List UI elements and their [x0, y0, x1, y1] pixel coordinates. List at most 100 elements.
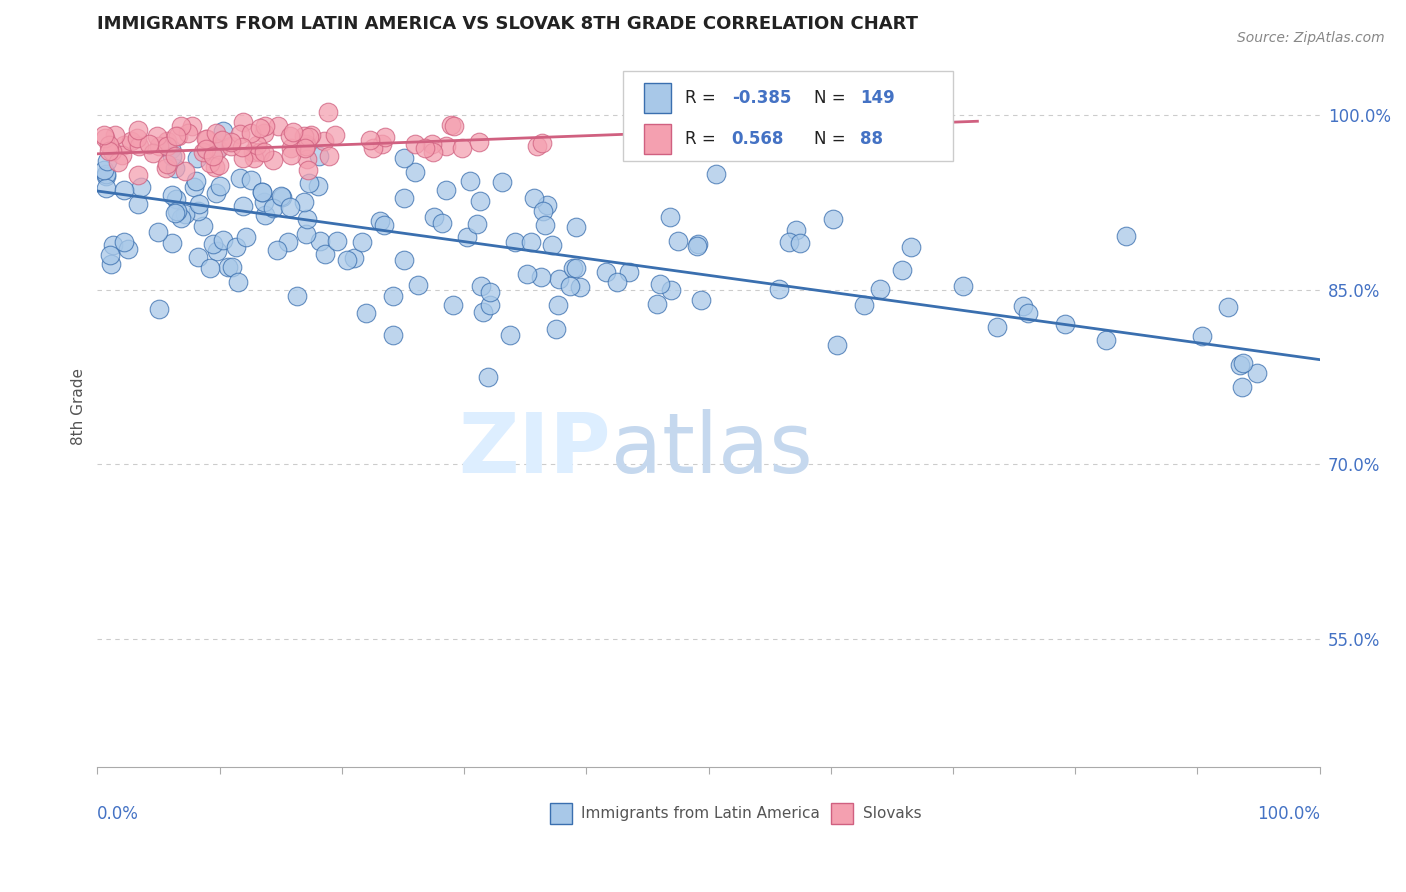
Point: [325, 234, 347, 248]
Point: [853, 298, 876, 312]
Point: [606, 275, 628, 289]
Point: [165, 192, 187, 206]
Point: [155, 161, 177, 176]
Point: [254, 119, 277, 133]
Point: [125, 131, 148, 145]
Point: [127, 123, 149, 137]
Point: [1191, 329, 1213, 343]
Point: [294, 141, 316, 155]
Point: [181, 120, 204, 134]
Text: ZIP: ZIP: [458, 409, 610, 490]
Point: [208, 158, 231, 172]
Point: [239, 173, 262, 187]
Point: [200, 260, 222, 275]
Point: [307, 178, 329, 193]
Point: [112, 235, 135, 249]
Point: [661, 283, 683, 297]
Point: [568, 280, 591, 294]
Point: [595, 265, 617, 279]
Point: [314, 135, 336, 149]
Point: [111, 148, 134, 162]
Point: [250, 185, 273, 199]
Point: [292, 194, 315, 209]
Point: [100, 257, 122, 271]
Point: [297, 163, 319, 178]
Text: 0.568: 0.568: [731, 130, 785, 148]
FancyBboxPatch shape: [623, 70, 953, 161]
Point: [658, 210, 681, 224]
Point: [112, 183, 135, 197]
Point: [565, 219, 588, 234]
Point: [228, 170, 250, 185]
Point: [544, 322, 567, 336]
Point: [1017, 305, 1039, 319]
Point: [478, 285, 501, 300]
Point: [392, 252, 415, 267]
Point: [456, 230, 478, 244]
Point: [250, 185, 273, 199]
Point: [243, 151, 266, 165]
Point: [381, 288, 404, 302]
Point: [704, 168, 727, 182]
Point: [564, 260, 586, 275]
Point: [232, 151, 254, 165]
Point: [503, 235, 526, 249]
Point: [160, 149, 183, 163]
Point: [778, 235, 800, 249]
Point: [443, 119, 465, 133]
Point: [93, 163, 115, 178]
Point: [93, 128, 115, 142]
Point: [371, 136, 394, 151]
Point: [420, 136, 443, 151]
Point: [533, 218, 555, 232]
Bar: [831, 803, 853, 824]
Point: [647, 123, 669, 137]
Point: [200, 156, 222, 170]
Point: [160, 187, 183, 202]
Point: [267, 119, 290, 133]
Point: [827, 338, 849, 352]
Point: [314, 246, 336, 260]
Point: [526, 138, 548, 153]
Point: [163, 206, 186, 220]
Point: [240, 126, 263, 140]
Text: Source: ZipAtlas.com: Source: ZipAtlas.com: [1237, 31, 1385, 45]
Point: [148, 301, 170, 316]
Point: [1054, 317, 1077, 331]
Point: [170, 119, 193, 133]
Point: [298, 130, 321, 145]
Text: N =: N =: [814, 130, 851, 148]
Point: [107, 154, 129, 169]
Point: [253, 208, 276, 222]
Point: [343, 251, 366, 265]
Point: [127, 168, 149, 182]
Point: [96, 181, 118, 195]
Point: [382, 328, 405, 343]
Point: [98, 248, 121, 262]
Y-axis label: 8th Grade: 8th Grade: [72, 368, 86, 444]
Point: [204, 160, 226, 174]
Point: [253, 145, 276, 160]
Point: [468, 194, 491, 209]
Point: [789, 235, 811, 250]
Point: [252, 195, 274, 210]
Point: [148, 139, 170, 153]
Point: [231, 140, 253, 154]
Point: [120, 134, 142, 148]
Point: [101, 145, 124, 159]
Point: [212, 124, 235, 138]
Text: atlas: atlas: [610, 409, 813, 490]
Point: [373, 218, 395, 232]
Point: [98, 144, 121, 158]
Point: [531, 136, 554, 150]
Point: [128, 139, 150, 153]
Point: [359, 133, 381, 147]
Point: [645, 297, 668, 311]
Text: 149: 149: [860, 88, 894, 107]
Point: [423, 210, 446, 224]
Point: [361, 141, 384, 155]
Bar: [550, 803, 572, 824]
Point: [219, 135, 242, 149]
Point: [900, 240, 922, 254]
Text: Slovaks: Slovaks: [862, 806, 921, 821]
